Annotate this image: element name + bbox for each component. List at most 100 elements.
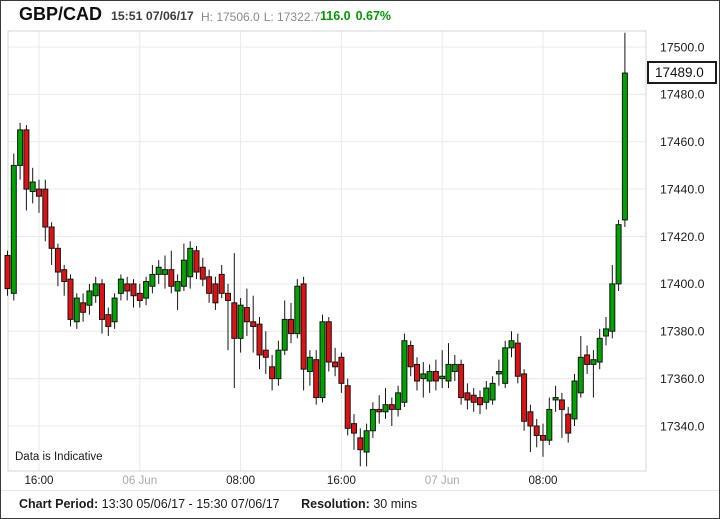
candle-down — [218, 264, 225, 299]
candle-down — [558, 392, 565, 438]
candle-down — [262, 331, 269, 374]
y-tick-label: 17340.0 — [660, 419, 705, 433]
chart-footer: Chart Period: 13:30 05/06/17 - 15:30 07/… — [19, 497, 417, 511]
x-tick-label: 06 Jun — [122, 474, 157, 487]
candle-down — [250, 295, 257, 353]
candle-down — [54, 243, 61, 287]
candle-up — [174, 274, 181, 310]
candle-up — [294, 279, 301, 339]
candle-down — [325, 317, 332, 372]
candle-down — [99, 279, 105, 334]
candle-up — [111, 293, 118, 329]
candle-up — [615, 219, 622, 291]
candle-up — [495, 359, 502, 386]
candle-down — [357, 428, 364, 467]
low-value: L: 17322.7 — [263, 9, 321, 24]
candle-up — [149, 264, 156, 294]
candle-down — [269, 354, 276, 391]
candle-down — [458, 359, 465, 405]
x-tick-label: 08:00 — [226, 474, 255, 487]
candle-up — [187, 241, 194, 289]
candle-up — [86, 283, 93, 315]
candle-up — [306, 350, 313, 386]
candle-down — [432, 359, 439, 391]
candles-series — [4, 32, 628, 467]
candle-down — [105, 307, 112, 336]
candle-down — [338, 352, 345, 393]
candle-up — [281, 300, 288, 355]
candle-up — [609, 264, 616, 339]
candle-down — [388, 397, 395, 426]
candle-down — [527, 404, 534, 453]
footer-divider — [1, 490, 719, 491]
candle-up — [603, 317, 609, 346]
y-tick-label: 17380.0 — [660, 325, 705, 339]
plot-area[interactable] — [8, 31, 646, 471]
candle-down — [344, 378, 351, 436]
candle-up — [445, 343, 452, 389]
candle-down — [231, 253, 238, 389]
chart-period-label: Chart Period: — [19, 497, 99, 511]
candle-down — [300, 276, 307, 391]
candle-up — [10, 153, 17, 301]
candle-up — [552, 385, 559, 412]
y-tick-label: 17440.0 — [660, 182, 705, 196]
candlestick-chart[interactable]: 17500.0 17480.0 17460.0 17440.0 17420.0 17400… — [1, 1, 719, 491]
y-tick-label: 17460.0 — [660, 135, 705, 149]
candle-up — [546, 397, 553, 445]
candle-down — [514, 333, 521, 384]
gridlines — [8, 31, 646, 471]
candle-down — [199, 257, 206, 287]
candle-up — [508, 331, 515, 358]
chart-period-value: 13:30 05/06/17 - 15:30 07/06/17 — [101, 497, 280, 511]
candle-down — [414, 357, 420, 391]
candle-up — [369, 402, 376, 438]
y-tick-label: 17400.0 — [660, 277, 705, 291]
change-readout: 116.0 0.67% — [320, 9, 396, 23]
resolution-label: Resolution: — [301, 497, 370, 511]
candle-down — [584, 345, 591, 374]
candle-down — [407, 340, 414, 377]
candle-down — [130, 279, 137, 308]
x-tick-label: 16:00 — [327, 474, 356, 487]
candle-down — [376, 395, 383, 424]
candle-up — [319, 314, 326, 403]
candle-up — [275, 340, 282, 386]
candle-up — [590, 350, 597, 398]
candle-down — [67, 274, 74, 327]
candle-down — [332, 347, 339, 377]
candle-down — [313, 350, 320, 405]
candle-up — [621, 32, 628, 228]
candle-up — [237, 298, 244, 353]
candle-down — [565, 407, 572, 443]
candle-up — [382, 388, 389, 419]
candle-up — [483, 380, 490, 410]
candle-up — [401, 333, 408, 408]
y-tick-label: 17480.0 — [660, 88, 705, 102]
candle-up — [92, 276, 99, 303]
candle-down — [256, 317, 263, 370]
candle-down — [521, 369, 528, 431]
candle-down — [212, 276, 219, 310]
candle-up — [180, 243, 187, 291]
candle-down — [351, 414, 357, 450]
candle-down — [80, 293, 87, 322]
y-tick-label: 17360.0 — [660, 372, 705, 386]
candle-up — [73, 293, 80, 329]
candle-up — [426, 364, 433, 393]
candle-up — [502, 340, 509, 389]
candle-down — [168, 250, 175, 294]
candle-down — [136, 283, 143, 308]
x-tick-label: 16:00 — [24, 474, 53, 487]
candle-up — [395, 385, 402, 417]
candle-down — [477, 390, 483, 415]
candle-up — [420, 362, 427, 398]
candle-down — [61, 264, 68, 296]
candle-down — [42, 179, 49, 242]
candle-down — [23, 125, 30, 211]
candle-up — [439, 350, 446, 389]
x-axis-labels: 16:00 06 Jun 08:00 16:00 07 Jun 08:00 — [24, 474, 557, 487]
candle-up — [155, 260, 162, 284]
resolution-value: 30 mins — [373, 497, 418, 511]
